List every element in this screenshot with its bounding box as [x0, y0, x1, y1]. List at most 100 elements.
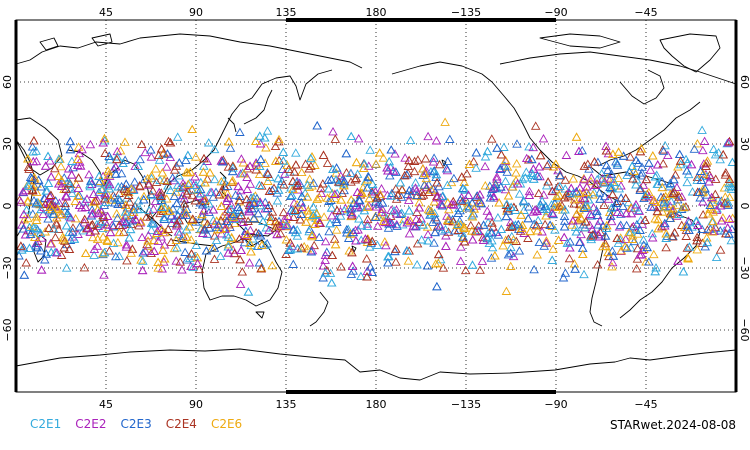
observation-marker [589, 157, 600, 166]
observation-marker [103, 170, 114, 179]
observation-marker [409, 166, 420, 176]
observation-marker [628, 221, 639, 231]
observation-marker [346, 195, 356, 204]
observation-marker [459, 177, 469, 187]
observation-marker [102, 235, 112, 244]
observation-marker [620, 193, 631, 202]
observation-marker [79, 262, 90, 272]
greenland-coast [659, 33, 721, 73]
observation-marker [464, 159, 475, 168]
alaska-coast [391, 61, 493, 83]
observation-marker [523, 213, 533, 223]
observation-marker [684, 225, 694, 235]
fiji-coast [351, 245, 357, 253]
observation-marker [646, 202, 656, 211]
observation-marker [485, 193, 496, 202]
observation-marker [185, 253, 195, 263]
observation-marker [202, 174, 213, 183]
observation-marker [48, 209, 58, 218]
observation-marker [613, 238, 624, 247]
observation-marker [716, 196, 727, 205]
observation-marker [598, 241, 608, 251]
observation-marker [138, 194, 149, 204]
observation-marker [106, 195, 117, 204]
observation-marker [253, 208, 263, 218]
observation-marker [278, 147, 289, 156]
observation-marker [236, 154, 247, 163]
lat-tick-label-right: −60 [738, 318, 750, 341]
observation-marker [89, 197, 99, 206]
observation-marker [24, 222, 35, 232]
observation-marker [88, 209, 98, 218]
observation-marker [615, 220, 626, 229]
observation-marker [172, 132, 183, 141]
observation-marker [318, 273, 328, 282]
observation-marker [605, 174, 616, 183]
observation-marker [722, 223, 733, 232]
observation-marker [448, 216, 458, 226]
observation-marker [697, 224, 707, 233]
observation-marker [112, 154, 122, 164]
observation-marker [720, 170, 731, 179]
observation-marker [80, 202, 91, 211]
observation-marker [524, 186, 535, 196]
observation-marker [721, 167, 731, 177]
observation-marker [301, 217, 311, 226]
observation-marker [222, 181, 233, 190]
observation-marker [102, 220, 112, 229]
observation-marker [698, 197, 708, 206]
observation-marker [46, 190, 56, 199]
observation-marker [103, 189, 113, 199]
observation-marker [262, 203, 273, 212]
observation-marker [601, 223, 612, 232]
observation-marker [613, 147, 624, 156]
observation-marker [244, 204, 254, 214]
observation-marker [281, 220, 292, 229]
observation-marker [345, 168, 356, 178]
observation-marker [134, 220, 144, 230]
observation-marker [171, 235, 182, 244]
observation-marker [582, 182, 592, 191]
observation-marker [524, 202, 534, 211]
observation-marker [216, 215, 226, 225]
observation-marker [121, 239, 132, 249]
observation-marker [146, 225, 157, 234]
observation-marker [336, 171, 346, 180]
observation-marker [290, 205, 301, 215]
observation-marker [639, 244, 649, 254]
observation-marker [105, 227, 116, 237]
observation-marker [347, 209, 357, 218]
observation-marker [53, 204, 63, 213]
observation-marker [73, 183, 84, 193]
observation-marker [426, 166, 436, 176]
observation-marker [464, 203, 474, 212]
observation-marker [177, 265, 187, 274]
north-eurasia-coast [15, 33, 363, 69]
observation-marker [585, 209, 595, 218]
observation-marker [94, 171, 104, 180]
observation-marker [599, 200, 609, 209]
observation-marker [223, 248, 233, 257]
observation-marker [459, 223, 469, 233]
observation-marker [487, 184, 497, 193]
observation-marker [689, 144, 700, 153]
observation-marker [667, 188, 678, 198]
observation-marker [65, 144, 76, 154]
observation-marker [27, 142, 38, 151]
observation-marker [687, 187, 698, 196]
observation-marker [195, 188, 206, 198]
observation-marker [45, 202, 55, 211]
observation-marker [187, 190, 198, 200]
observation-marker [347, 261, 358, 270]
observation-marker [386, 191, 396, 200]
observation-marker [360, 176, 371, 186]
observation-marker [631, 174, 642, 184]
observation-marker [186, 249, 197, 258]
observation-marker [343, 233, 354, 242]
observation-marker [31, 215, 42, 224]
observation-marker [174, 158, 185, 167]
observation-marker [694, 187, 705, 196]
observation-marker [108, 238, 119, 247]
observation-marker [724, 214, 735, 223]
observation-marker [523, 233, 533, 242]
